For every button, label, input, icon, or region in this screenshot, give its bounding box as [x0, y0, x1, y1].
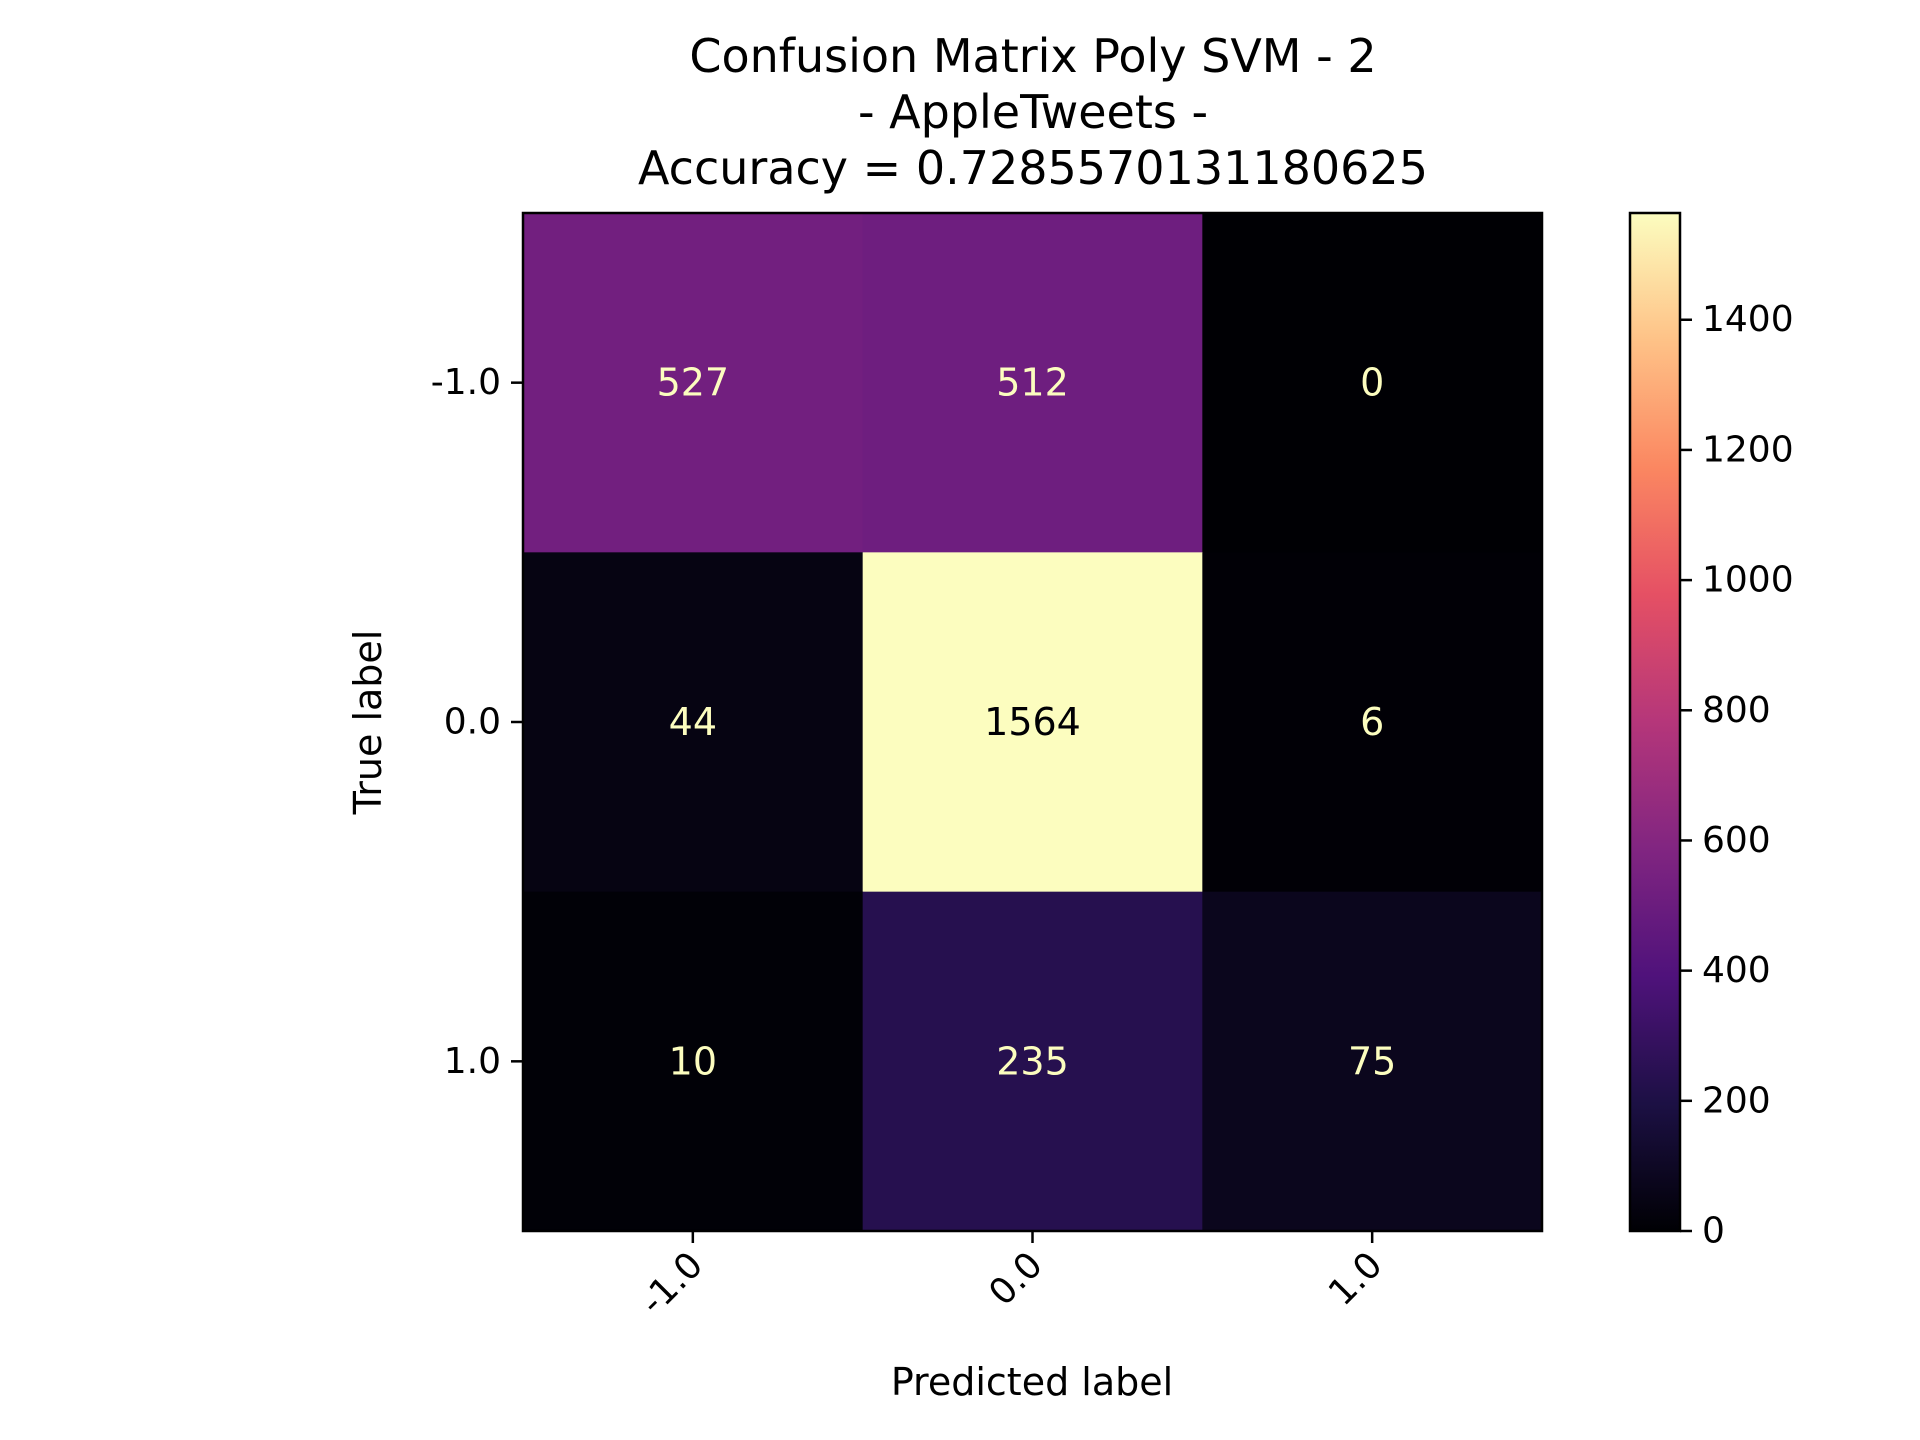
colorbar-gradient — [1628, 211, 1682, 1233]
heatmap-cell — [1202, 213, 1543, 553]
colorbar-tick-label: 200 — [1702, 1080, 1771, 1121]
colorbar: 0 200 400 600 800 1000 1200 1400 — [1628, 211, 1794, 1252]
colorbar-tick-label: 600 — [1702, 820, 1771, 861]
heatmap-cell — [862, 213, 1203, 553]
colorbar-tick-label: 400 — [1702, 950, 1771, 991]
x-tick-label: -1.0 — [633, 1244, 712, 1323]
colorbar-tick-label: 1400 — [1702, 299, 1794, 340]
y-tick-label: 1.0 — [444, 1041, 501, 1082]
heatmap-cell — [523, 891, 864, 1232]
y-axis-label: True label — [346, 630, 390, 816]
y-tick-label: 0.0 — [444, 702, 501, 743]
colorbar-tick-label: 1000 — [1702, 560, 1794, 601]
title-line-3: Accuracy = 0.7285570131180625 — [638, 141, 1428, 195]
heatmap-cells — [523, 213, 1543, 1232]
cell-value-label: 1564 — [984, 700, 1081, 744]
cell-value-label: 75 — [1348, 1039, 1396, 1083]
y-tick-label: -1.0 — [431, 362, 501, 403]
heatmap-cell — [862, 552, 1203, 893]
x-tick-label: 1.0 — [1321, 1244, 1390, 1313]
cell-value-label: 527 — [657, 361, 730, 405]
colorbar-tick-label: 0 — [1702, 1211, 1725, 1252]
x-tick-label: 0.0 — [981, 1244, 1050, 1313]
colorbar-ticks: 0 200 400 600 800 1000 1200 1400 — [1680, 299, 1794, 1252]
cell-value-label: 512 — [996, 361, 1069, 405]
cell-value-label: 10 — [669, 1039, 717, 1083]
x-axis-ticks: -1.0 0.0 1.0 — [633, 1231, 1391, 1323]
colorbar-tick-label: 800 — [1702, 690, 1771, 731]
title-line-2: - AppleTweets - — [858, 85, 1208, 139]
heatmap-cell — [1202, 552, 1543, 893]
chart-title: Confusion Matrix Poly SVM - 2 - AppleTwe… — [638, 29, 1428, 195]
heatmap-cell — [523, 552, 864, 893]
cell-value-label: 6 — [1360, 700, 1384, 744]
y-axis-ticks: -1.0 0.0 1.0 — [431, 362, 523, 1082]
x-axis-label: Predicted label — [891, 1360, 1173, 1404]
heatmap-cell-labels: 527 512 0 44 1564 6 10 235 75 — [657, 361, 1397, 1084]
heatmap-cell — [862, 891, 1203, 1232]
colorbar-tick-label: 1200 — [1702, 429, 1794, 470]
title-line-1: Confusion Matrix Poly SVM - 2 — [689, 29, 1376, 83]
cell-value-label: 0 — [1360, 361, 1384, 405]
heatmap-cell — [523, 213, 864, 553]
cell-value-label: 44 — [669, 700, 717, 744]
cell-value-label: 235 — [996, 1039, 1069, 1083]
heatmap-cell — [1202, 891, 1543, 1232]
